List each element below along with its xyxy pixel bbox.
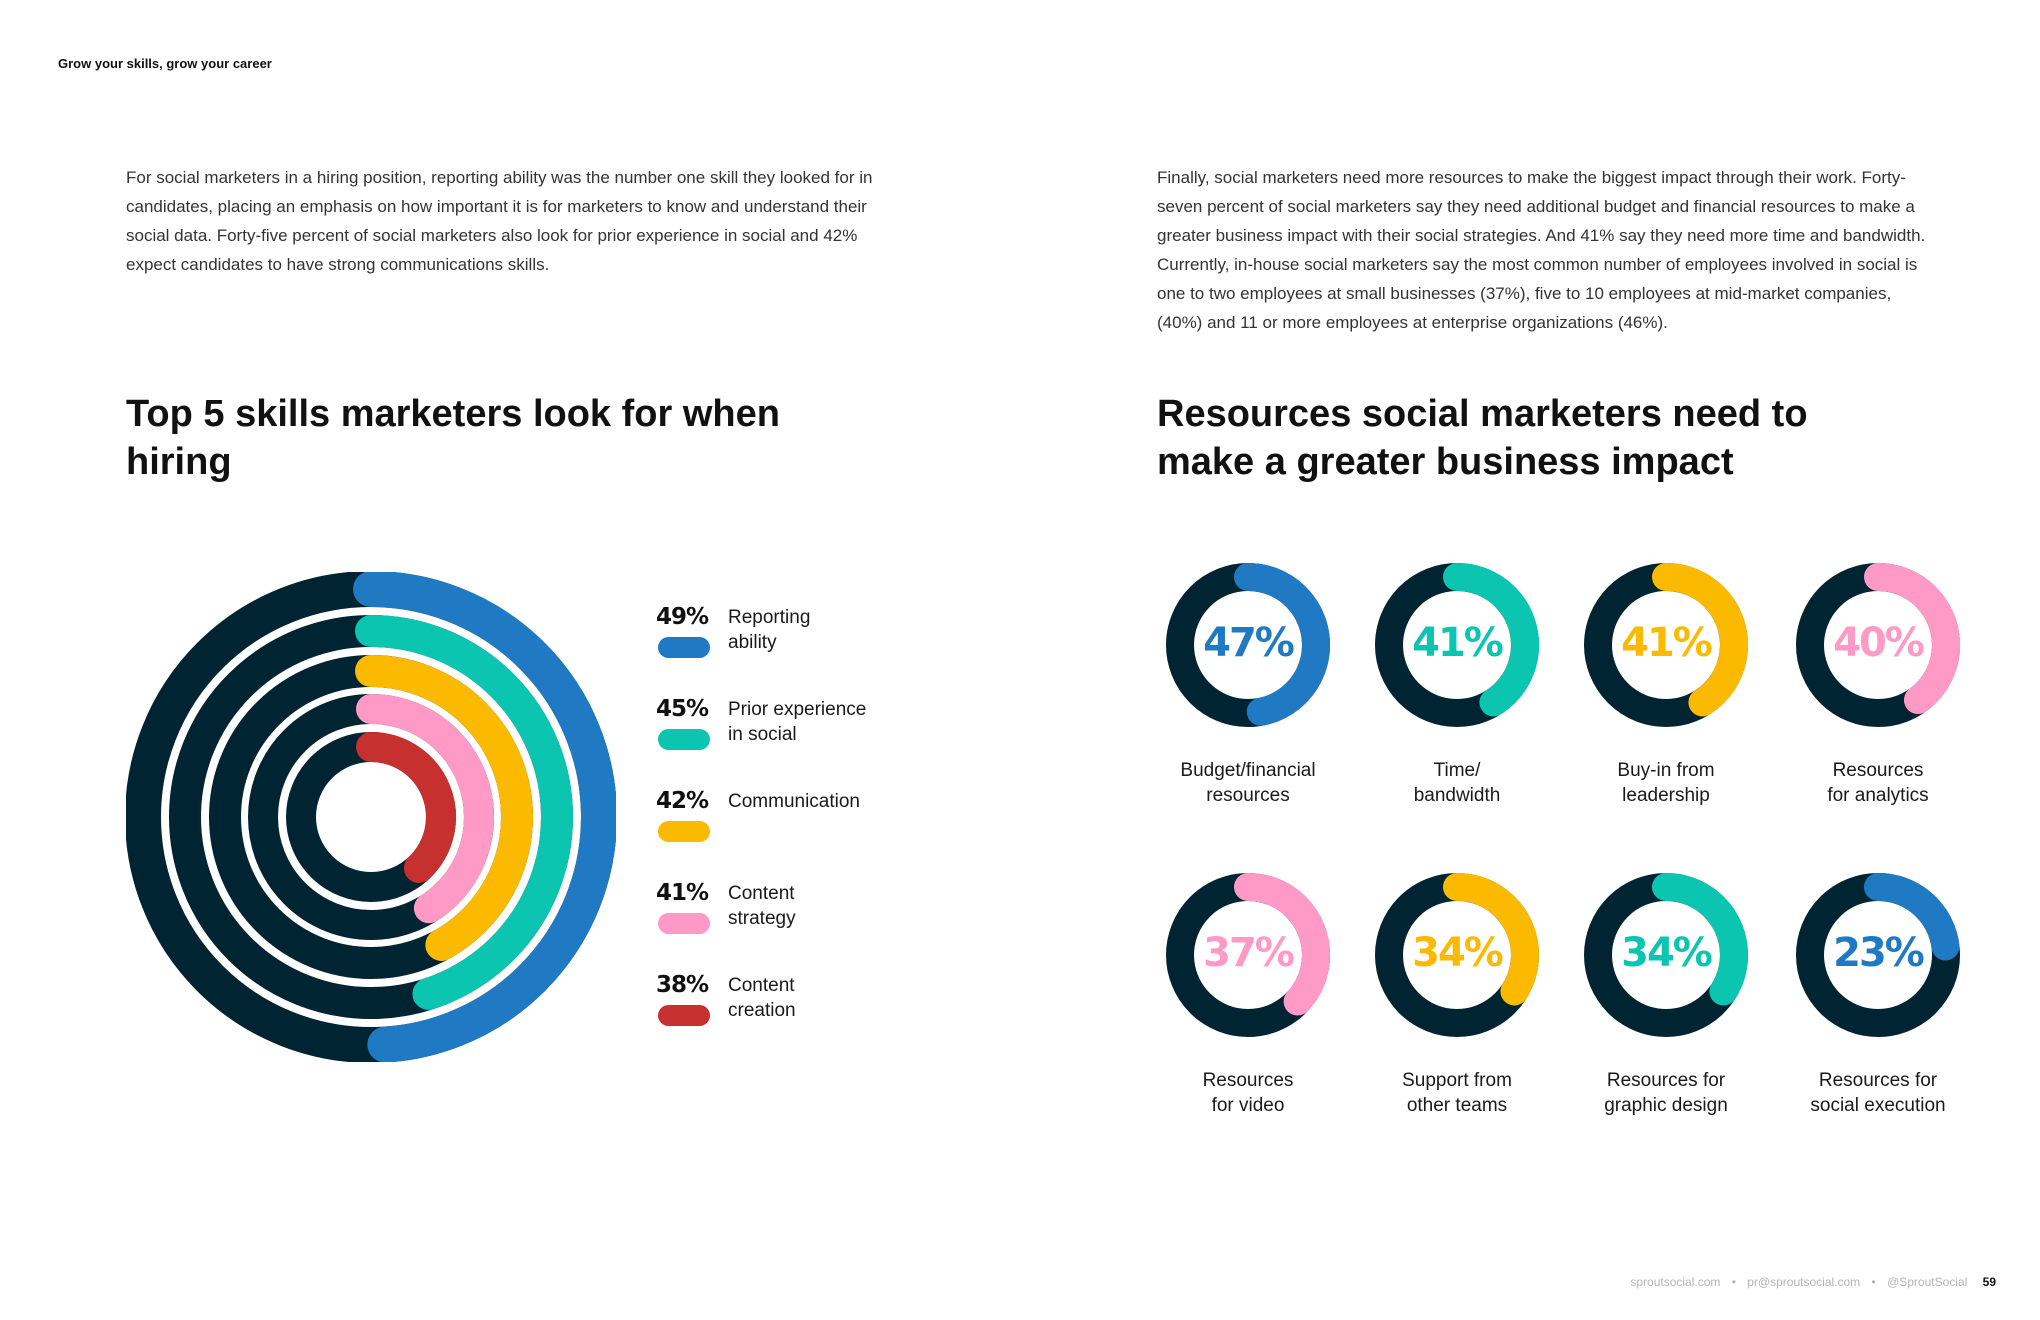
page-number: 59 [1982, 1275, 1996, 1289]
donut-label: Buy-in from leadership [1617, 760, 1715, 806]
legend-item: 49% Reporting ability [656, 600, 956, 692]
legend-label: Reporting ability [728, 607, 811, 653]
legend-item: 42% Communication [656, 784, 956, 876]
legend-item: 41% Content strategy [656, 876, 956, 968]
legend-label: Content creation [728, 975, 796, 1021]
radial-bar-3 [355, 655, 533, 961]
legend-label: Prior experience in social [728, 699, 867, 745]
footer-separator: • [1871, 1275, 1876, 1289]
donut-arc [1652, 563, 1748, 717]
donut-arc [1864, 563, 1960, 715]
footer-handle[interactable]: @SproutSocial [1887, 1275, 1968, 1289]
legend-value: 38% [656, 972, 709, 998]
skills-radial-chart [126, 572, 616, 1062]
donut-arc [1234, 873, 1330, 1016]
legend-label: Content strategy [728, 883, 796, 929]
footer-site[interactable]: sproutsocial.com [1630, 1275, 1721, 1289]
donut-item: 41% Buy-in from leadership [1576, 562, 1756, 822]
footer-email[interactable]: pr@sproutsocial.com [1747, 1275, 1861, 1289]
donut-value: 47% [1203, 620, 1295, 666]
radial-bar-5 [356, 732, 456, 884]
donut-chart [1375, 873, 1539, 1037]
running-head: Grow your skills, grow your career [58, 56, 272, 71]
donut-value: 34% [1621, 930, 1713, 976]
radial-bar-4 [356, 694, 494, 924]
donut-chart [1375, 563, 1539, 727]
legend-swatch [658, 913, 710, 934]
donut-label: Time/ bandwidth [1413, 760, 1501, 806]
donut-label: Resources for social execution [1810, 1070, 1946, 1116]
donut-item: 47% Budget/financial resources [1158, 562, 1338, 822]
donut-chart [1166, 563, 1331, 727]
legend-value: 41% [656, 880, 709, 906]
skills-legend: 49% Reporting ability 45% Prior experience … [656, 600, 956, 1060]
donut-chart [1796, 563, 1960, 727]
donut-item: 37% Resources for video [1158, 872, 1338, 1132]
donut-arc [1443, 873, 1539, 1006]
footer: sproutsocial.com • pr@sproutsocial.com •… [1626, 1275, 2000, 1289]
radial-bar-1 [353, 572, 616, 1062]
legend-item: 45% Prior experience in social [656, 692, 956, 784]
donut-item: 40% Resources for analytics [1788, 562, 1968, 822]
donut-item: 34% Support from other teams [1367, 872, 1547, 1132]
donut-item: 41% Time/ bandwidth [1367, 562, 1547, 822]
donut-arc [1864, 873, 1960, 961]
footer-separator: • [1731, 1275, 1736, 1289]
donut-value: 34% [1412, 930, 1504, 976]
donut-chart [1584, 563, 1748, 727]
legend-label: Communication [728, 791, 860, 812]
donut-arc [1443, 563, 1539, 717]
intro-paragraph-left: For social marketers in a hiring positio… [126, 168, 873, 274]
donut-chart [1166, 873, 1330, 1037]
donut-value: 41% [1621, 620, 1713, 666]
legend-value: 45% [656, 696, 709, 722]
donut-label: Budget/financial resources [1180, 760, 1316, 806]
legend-item: 38% Content creation [656, 968, 956, 1060]
donut-label: Support from other teams [1402, 1070, 1512, 1116]
donut-chart [1796, 873, 1960, 1037]
donut-item: 23% Resources for social execution [1788, 872, 1968, 1132]
intro-paragraph-right: Finally, social marketers need more reso… [1157, 168, 1926, 332]
resources-donut-grid: 47% Budget/financial resources 41% Time/ ba… [1158, 562, 2000, 1122]
donut-item: 34% Resources for graphic design [1576, 872, 1756, 1132]
legend-value: 42% [656, 788, 709, 814]
legend-value: 49% [656, 604, 709, 630]
donut-chart [1584, 873, 1748, 1037]
radial-bar-2 [355, 615, 574, 1010]
donut-value: 37% [1203, 930, 1295, 976]
legend-swatch [658, 729, 710, 750]
legend-swatch [658, 637, 710, 658]
donut-label: Resources for graphic design [1604, 1070, 1728, 1116]
donut-label: Resources for video [1202, 1070, 1294, 1116]
donut-value: 41% [1412, 620, 1504, 666]
donut-value: 40% [1833, 620, 1925, 666]
donut-value: 23% [1833, 930, 1925, 976]
resources-chart-title: Resources social marketers need to make … [1157, 393, 1808, 483]
donut-arc [1652, 873, 1748, 1006]
skills-chart-title: Top 5 skills marketers look for when hir… [126, 393, 780, 483]
donut-label: Resources for analytics [1827, 760, 1929, 806]
legend-swatch [658, 1005, 710, 1026]
legend-swatch [658, 821, 710, 842]
donut-arc [1234, 563, 1331, 726]
